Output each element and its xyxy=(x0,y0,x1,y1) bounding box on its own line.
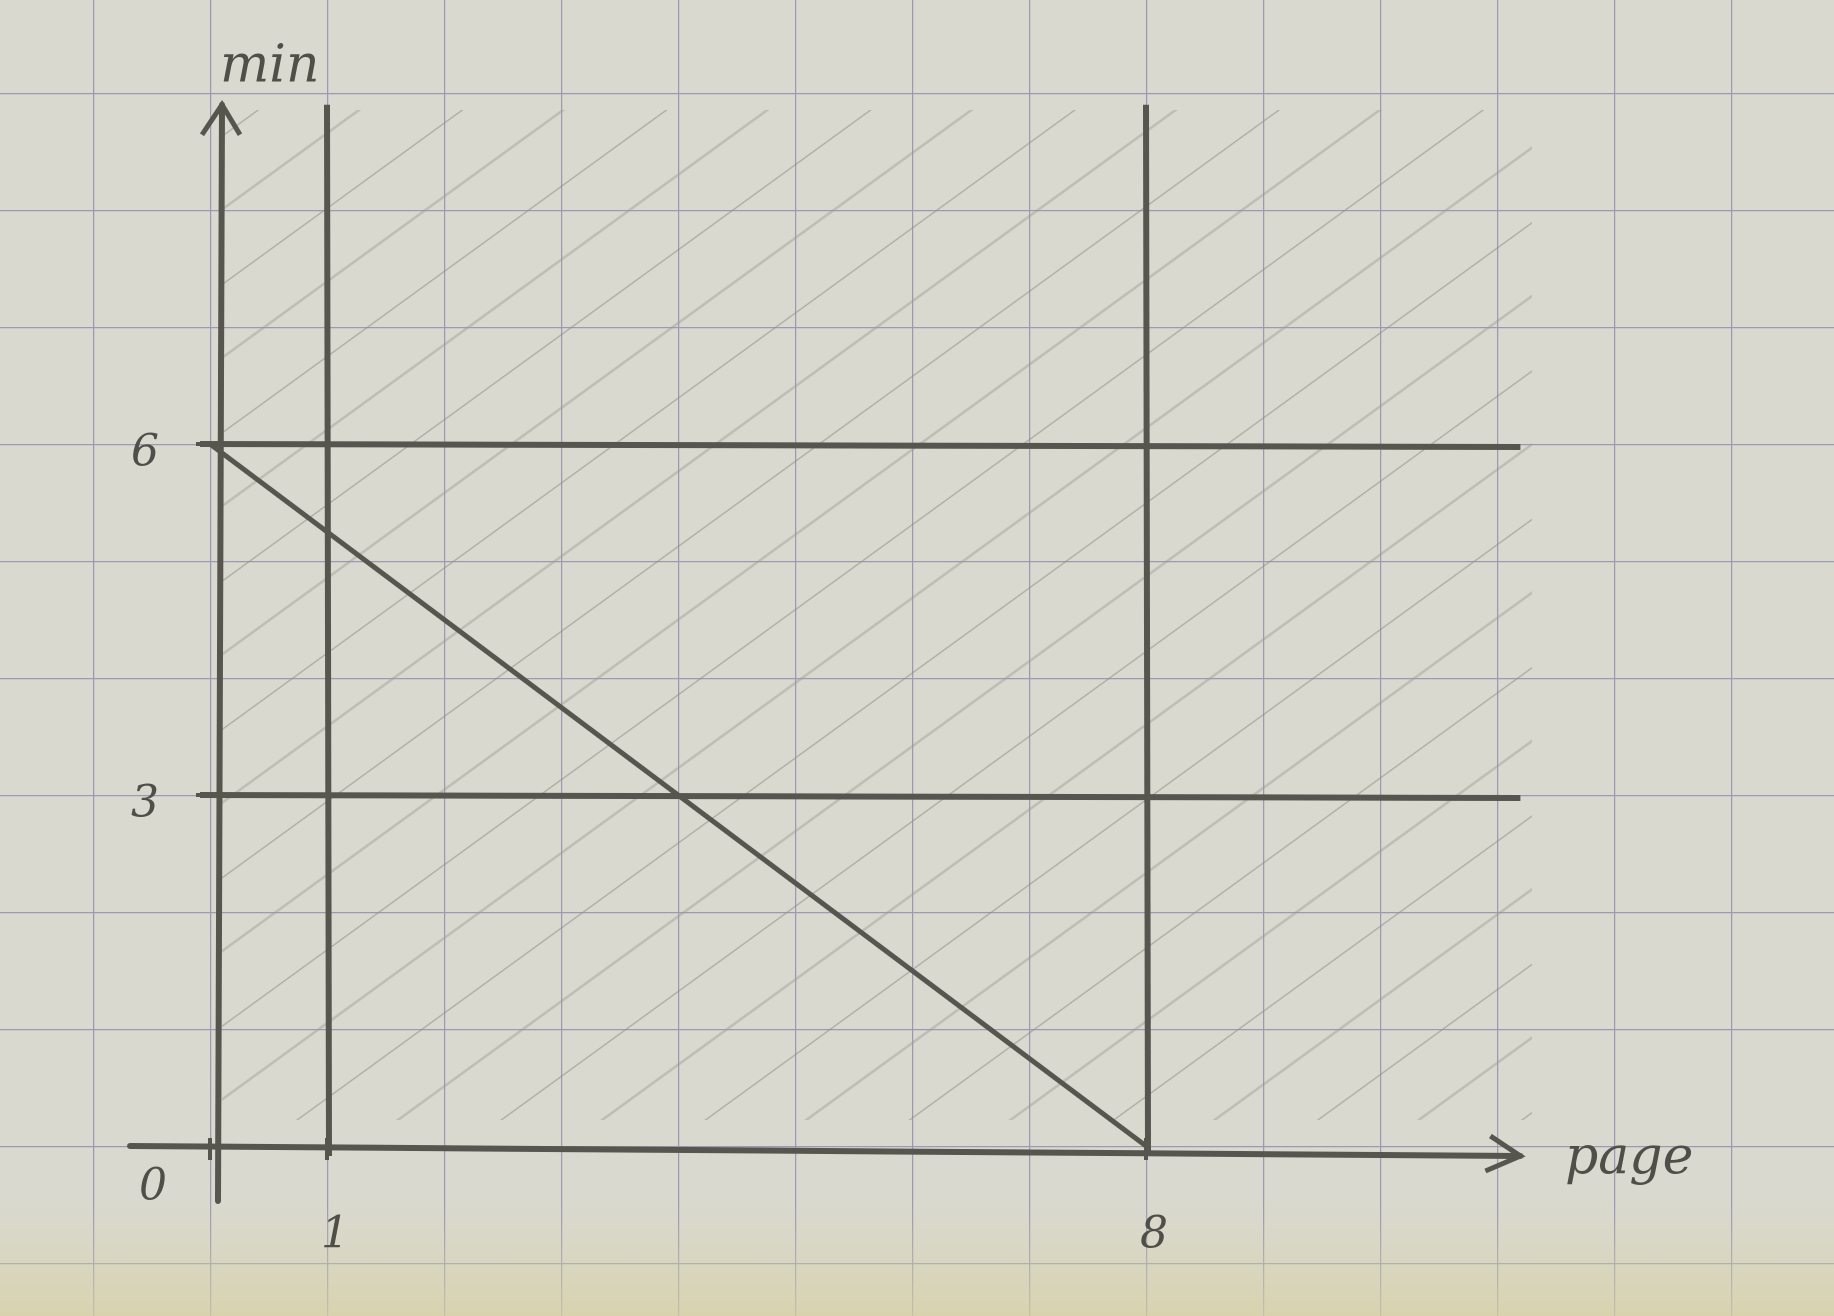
x-tick-label: 1 xyxy=(321,1208,349,1259)
y-axis xyxy=(215,101,225,1204)
vertical-line xyxy=(324,104,332,1157)
x-axis-arrow xyxy=(1484,1133,1526,1174)
horizontal-line xyxy=(199,792,1521,801)
paper-tint xyxy=(0,1200,1834,1316)
y-tick-label: 6 xyxy=(131,426,159,477)
plot: 0 1 8 3 6 xyxy=(127,100,1526,1259)
y-axis-arrow xyxy=(199,100,243,137)
horizontal-line xyxy=(199,441,1521,450)
x-tick-label: 0 xyxy=(139,1160,167,1211)
x-tick-label: 8 xyxy=(1140,1208,1168,1259)
x-axis xyxy=(127,1143,1524,1159)
hatching xyxy=(222,110,1532,1120)
vertical-line xyxy=(1143,104,1151,1157)
y-axis-label: min xyxy=(220,35,319,95)
x-axis-label: page xyxy=(1565,1127,1693,1187)
series-line xyxy=(207,441,1149,1149)
y-tick-label: 3 xyxy=(131,777,159,828)
